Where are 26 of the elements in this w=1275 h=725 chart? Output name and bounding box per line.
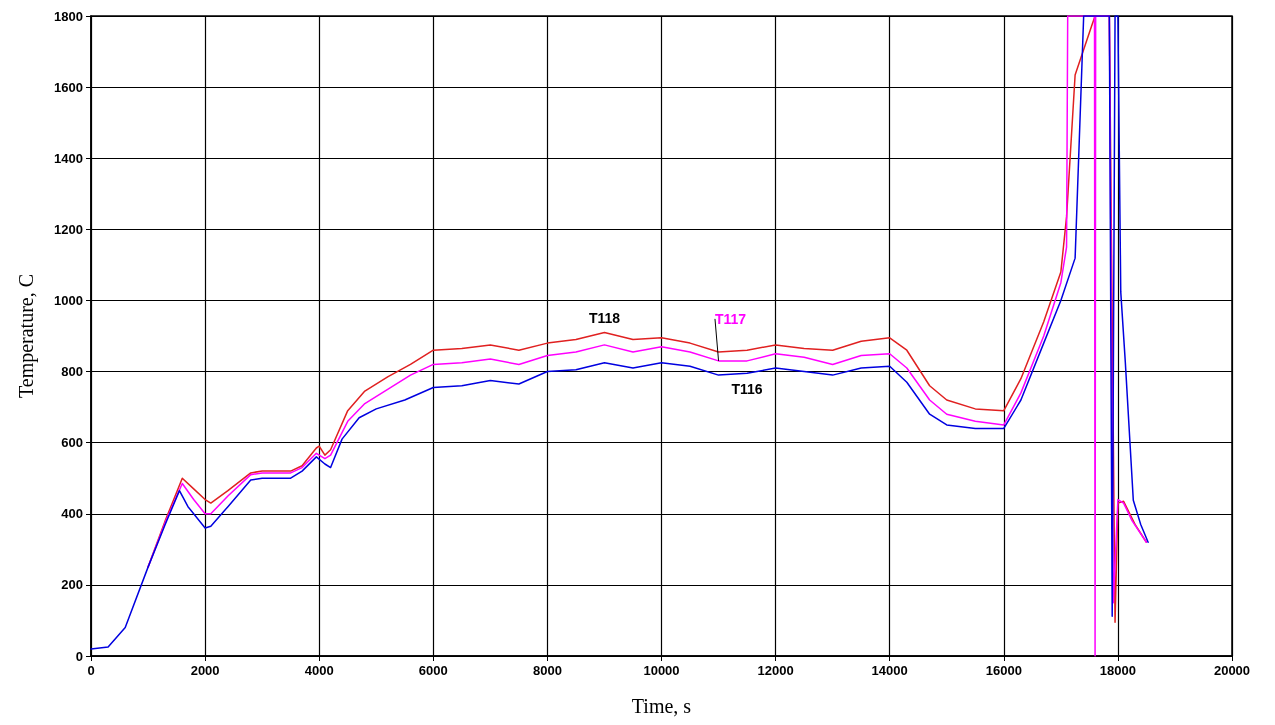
y-axis-title: Temperature, C [15, 273, 38, 399]
x-tick-label: 8000 [532, 663, 562, 678]
y-tick-label: 800 [61, 364, 83, 380]
y-tick-label: 0 [75, 648, 83, 664]
x-tick-label: 14000 [871, 663, 908, 678]
y-tick-label: 1600 [54, 79, 83, 95]
x-tick-label: 12000 [757, 663, 794, 678]
x-tick-label: 6000 [418, 663, 448, 678]
y-tick-label: 1400 [54, 150, 83, 166]
y-tick-label: 1000 [54, 292, 83, 308]
x-tick-label: 16000 [985, 663, 1022, 678]
x-axis-title: Time, s [631, 695, 692, 717]
text: T117 [714, 310, 747, 327]
x-tick-label: 4000 [304, 663, 334, 678]
y-tick-label: 600 [61, 435, 83, 451]
x-tick-label: 18000 [1099, 663, 1136, 678]
y-tick-label: 400 [61, 506, 83, 522]
series-label: T116 [731, 381, 763, 398]
y-tick-label: 1800 [54, 8, 83, 24]
x-tick-label: 20000 [1213, 663, 1251, 678]
x-tick-label: 2000 [190, 663, 220, 678]
y-tick-label: 1200 [54, 221, 83, 237]
x-tick-label: 10000 [643, 663, 680, 678]
y-tick-label: 200 [61, 577, 83, 593]
series-label: T118 [588, 310, 621, 327]
x-tick-label: 0 [87, 663, 95, 678]
